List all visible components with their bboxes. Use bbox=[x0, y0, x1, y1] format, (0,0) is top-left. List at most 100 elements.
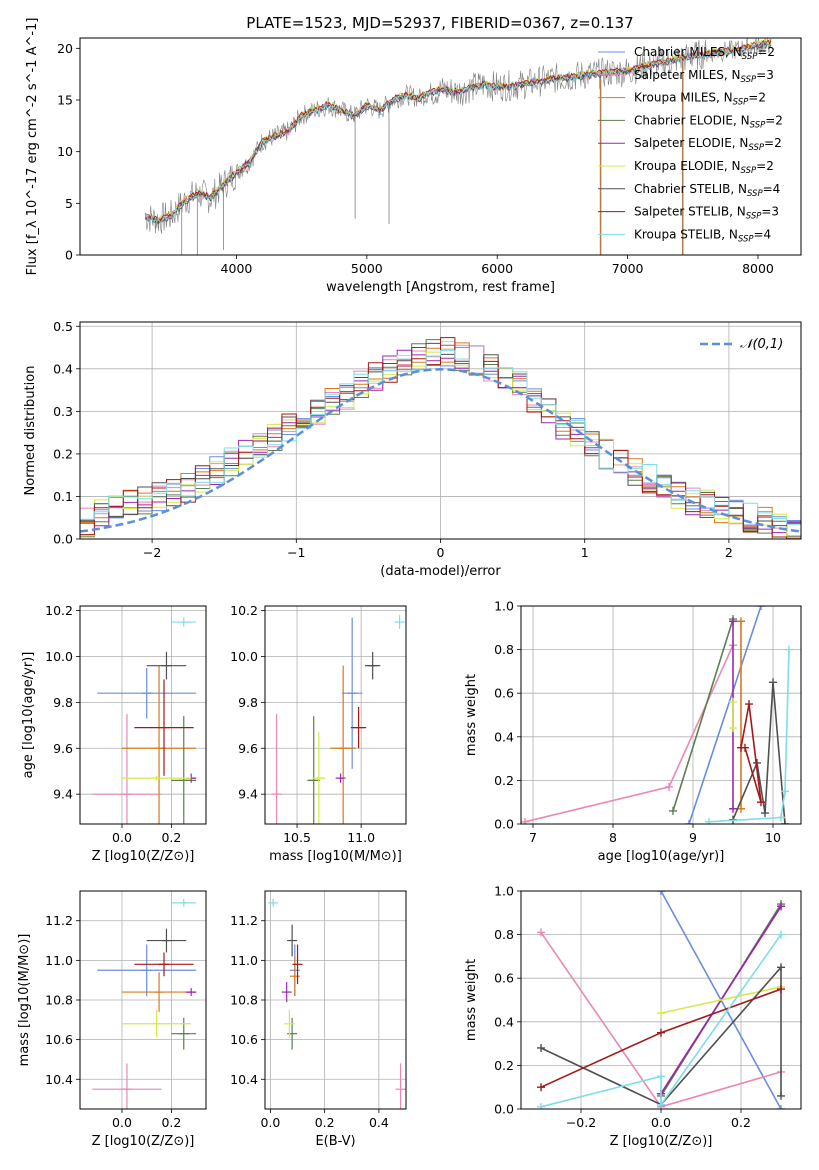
x-tick-label: 7000 bbox=[612, 261, 644, 276]
y-tick-label: 5 bbox=[65, 196, 73, 211]
y-axis-label: Flux [f_λ 10^-17 erg cm^-2 s^-1 A^-1] bbox=[25, 18, 40, 276]
y-tick-label: 11.0 bbox=[45, 953, 73, 968]
axes-frame bbox=[79, 321, 802, 540]
residual-histogram bbox=[80, 350, 801, 525]
y-tick-label: 10.8 bbox=[45, 993, 73, 1008]
y-tick-label: 0.5 bbox=[53, 319, 73, 334]
x-tick-label: 10.5 bbox=[283, 830, 311, 845]
legend-entry: Salpeter STELIB, NSSP=3 bbox=[634, 205, 779, 222]
weight-marker bbox=[657, 1100, 665, 1109]
errorbar-point bbox=[122, 775, 192, 781]
x-axis-label: mass [log10(M/M⊙)] bbox=[269, 849, 402, 864]
weight-marker bbox=[521, 817, 529, 824]
legend-entry: Chabrier STELIB, NSSP=4 bbox=[634, 182, 780, 199]
weight-marker bbox=[657, 891, 665, 895]
weight-marker bbox=[729, 617, 737, 626]
weight-marker bbox=[757, 606, 765, 610]
x-tick-label: 2 bbox=[725, 545, 733, 560]
weight-vs-age-panel: 7 8 9 10 0.0 0.2 0.4 0.6 0.8 1.0 age [log10(age/yr… bbox=[464, 599, 802, 864]
x-tick-label: 4000 bbox=[221, 261, 253, 276]
y-tick-label: 9.4 bbox=[53, 787, 73, 802]
axes-frame bbox=[79, 605, 207, 825]
weight-marker bbox=[745, 700, 753, 709]
errorbar-point bbox=[292, 944, 303, 985]
errorbar-point bbox=[350, 706, 367, 749]
x-tick-label: 0.2 bbox=[161, 830, 181, 845]
x-tick-label: 5000 bbox=[351, 261, 383, 276]
x-tick-label: 0.0 bbox=[260, 1115, 280, 1130]
weight-marker bbox=[537, 928, 545, 937]
errorbar-point bbox=[364, 651, 381, 680]
x-tick-label: 8000 bbox=[742, 261, 774, 276]
y-tick-label: 10.6 bbox=[230, 1032, 258, 1047]
errorbar-point bbox=[92, 713, 162, 824]
errorbar-point bbox=[97, 944, 197, 997]
weight-series-line bbox=[540, 934, 782, 1108]
errorbar-point bbox=[97, 667, 197, 719]
x-tick-label: 11.0 bbox=[347, 830, 375, 845]
errorbar-point bbox=[395, 1063, 406, 1109]
weight-marker bbox=[777, 1091, 785, 1100]
errorbar-point bbox=[122, 665, 197, 824]
y-axis-label: mass [log10(M/M⊙)] bbox=[17, 934, 32, 1067]
mass-vs-ebv-panel: 0.0 0.2 0.4 10.4 10.6 10.8 11.0 11.2 E(B-V) bbox=[230, 890, 407, 1149]
y-tick-label: 9.6 bbox=[238, 741, 258, 756]
errorbar-point bbox=[171, 716, 197, 824]
weight-series-line bbox=[688, 606, 762, 824]
weight-marker bbox=[769, 678, 777, 687]
y-axis-label: Normed distribution bbox=[23, 366, 38, 496]
errorbar-point bbox=[92, 1063, 162, 1109]
x-tick-label: 0.2 bbox=[315, 1115, 335, 1130]
weight-marker bbox=[729, 724, 737, 733]
axes-frame bbox=[79, 890, 207, 1110]
legend-entry: Chabrier ELODIE, NSSP=2 bbox=[634, 113, 783, 130]
spectrum-panel: 4000 5000 6000 7000 8000 0 5 10 15 20 wavelength [… bbox=[25, 18, 802, 295]
x-tick-label: 10 bbox=[765, 830, 781, 845]
y-tick-label: 15 bbox=[57, 93, 73, 108]
axes-frame bbox=[520, 605, 802, 825]
y-tick-label: 10.8 bbox=[230, 993, 258, 1008]
y-tick-label: 0.3 bbox=[53, 404, 73, 419]
y-tick-label: 0.4 bbox=[494, 729, 514, 744]
weight-series-line bbox=[708, 649, 790, 823]
residuals-panel: −2 −1 0 1 2 0.0 0.1 0.2 0.3 0.4 0.5 (data-model)/er… bbox=[23, 319, 802, 579]
legend-entry: 𝒩(0,1) bbox=[740, 337, 783, 352]
y-tick-label: 10.2 bbox=[45, 603, 73, 618]
errorbar-point bbox=[281, 982, 292, 1002]
y-tick-label: 10 bbox=[57, 144, 73, 159]
weight-marker bbox=[741, 743, 749, 752]
x-tick-label: −0.2 bbox=[566, 1115, 596, 1130]
errorbar-point bbox=[287, 1017, 298, 1050]
weight-marker bbox=[669, 806, 677, 815]
residual-histogram bbox=[80, 345, 801, 526]
y-tick-label: 0.0 bbox=[494, 1102, 514, 1117]
x-tick-label: 0.0 bbox=[112, 1115, 132, 1130]
x-axis-label: E(B-V) bbox=[315, 1134, 355, 1149]
x-axis-label: Z [log10(Z/Z⊙)] bbox=[92, 1134, 195, 1149]
errorbar-point bbox=[335, 773, 346, 783]
weight-marker bbox=[777, 813, 785, 822]
y-tick-label: 10.0 bbox=[230, 649, 258, 664]
y-tick-label: 10.4 bbox=[230, 1072, 258, 1087]
y-tick-label: 9.4 bbox=[238, 787, 258, 802]
y-tick-label: 1.0 bbox=[494, 884, 514, 899]
y-axis-label: mass weight bbox=[464, 959, 479, 1041]
x-axis-label: (data-model)/error bbox=[380, 564, 501, 579]
axes-frame bbox=[264, 890, 407, 1110]
y-tick-label: 0.2 bbox=[53, 446, 73, 461]
x-tick-label: 8 bbox=[609, 830, 617, 845]
errorbar-point bbox=[312, 732, 326, 824]
weight-vs-metallicity-panel: −0.2 0.0 0.2 0.0 0.2 0.4 0.6 0.8 1.0 Z [log10(Z/Z… bbox=[464, 884, 802, 1149]
x-tick-label: 0.4 bbox=[369, 1115, 389, 1130]
errorbar-point bbox=[134, 679, 194, 776]
weight-marker bbox=[777, 985, 785, 994]
x-tick-label: 0 bbox=[437, 545, 445, 560]
model-spectrum-line bbox=[144, 41, 772, 224]
y-tick-label: 0.4 bbox=[53, 361, 73, 376]
y-tick-label: 1.0 bbox=[494, 599, 514, 614]
age-vs-metallicity-panel: 0.0 0.2 9.4 9.6 9.8 10.0 10.2 Z [log10(Z/Z⊙)] ag… bbox=[21, 603, 207, 864]
errorbar-point bbox=[171, 617, 197, 627]
y-tick-label: 10.0 bbox=[45, 649, 73, 664]
errorbar-point bbox=[122, 972, 197, 1012]
axes-frame bbox=[79, 37, 802, 256]
